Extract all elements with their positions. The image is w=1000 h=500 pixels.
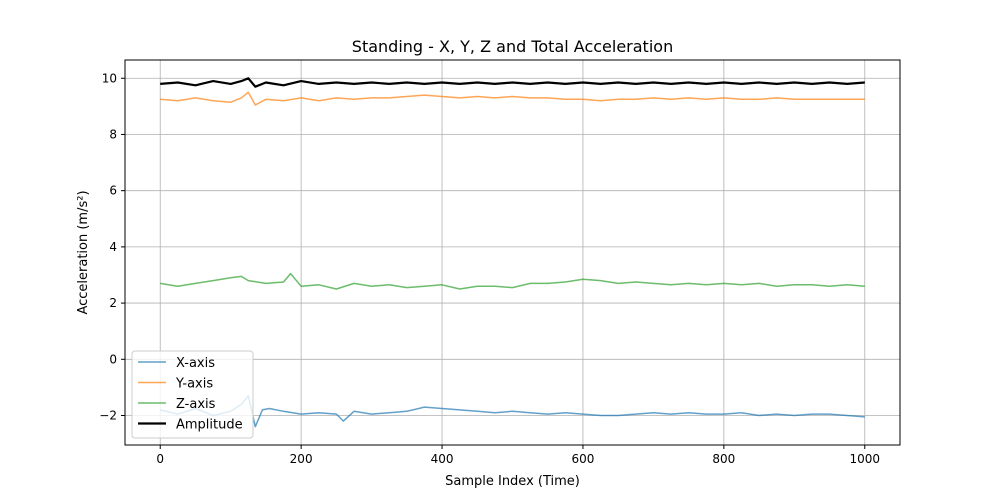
chart-title: Standing - X, Y, Z and Total Acceleratio… bbox=[352, 37, 673, 56]
legend-label-x-axis: X-axis bbox=[176, 356, 215, 371]
y-axis-ticks: −2 0 2 4 6 8 10 bbox=[99, 71, 125, 422]
plot-frame bbox=[124, 59, 901, 446]
x-tick-label: 600 bbox=[572, 452, 595, 466]
x-tick-label: 1000 bbox=[849, 452, 880, 466]
x-axis-ticks: 0 200 400 600 800 1000 bbox=[156, 445, 880, 466]
series-line-x-axis bbox=[160, 395, 865, 428]
legend-label-amplitude: Amplitude bbox=[176, 418, 243, 433]
x-tick-label: 200 bbox=[290, 452, 313, 466]
y-tick-label: 6 bbox=[109, 184, 117, 198]
series-line-z-axis bbox=[160, 272, 865, 290]
y-tick-label: 4 bbox=[109, 240, 117, 254]
y-axis-label: Acceleration (m/s²) bbox=[76, 190, 91, 314]
legend-box bbox=[131, 350, 254, 439]
grid bbox=[125, 60, 900, 445]
x-axis-label: Sample Index (Time) bbox=[445, 474, 580, 489]
y-tick-label: 10 bbox=[102, 71, 117, 85]
x-tick-label: 400 bbox=[431, 452, 454, 466]
y-tick-label: 8 bbox=[109, 127, 117, 141]
x-tick-label: 0 bbox=[156, 452, 164, 466]
series-lines bbox=[160, 77, 865, 428]
series-line-y-axis bbox=[160, 91, 865, 106]
series-line-amplitude bbox=[160, 77, 865, 88]
legend-label-y-axis: Y-axis bbox=[175, 377, 213, 392]
y-tick-label: −2 bbox=[99, 408, 117, 422]
y-tick-label: 0 bbox=[109, 352, 117, 366]
x-tick-label: 800 bbox=[712, 452, 735, 466]
legend: X-axis Y-axis Z-axis Amplitude bbox=[131, 350, 254, 439]
y-tick-label: 2 bbox=[109, 296, 117, 310]
legend-label-z-axis: Z-axis bbox=[176, 397, 216, 412]
